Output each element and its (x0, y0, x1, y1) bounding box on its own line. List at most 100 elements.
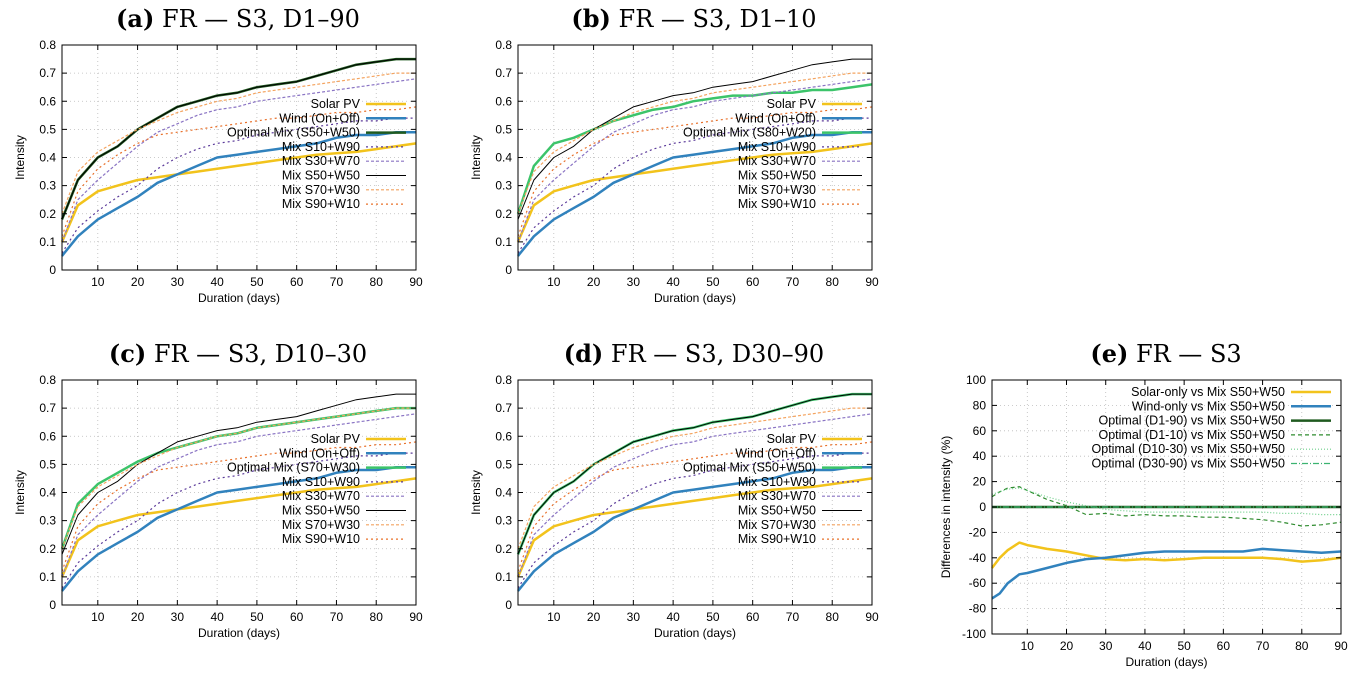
series-line (517, 452, 872, 589)
y-tick-label: 0 (979, 500, 986, 514)
legend-label: Mix S10+W90 (282, 475, 360, 489)
x-axis-label: Duration (days) (654, 291, 736, 305)
panel-title: (d) FR — S3, D30–90 (564, 339, 824, 368)
panel-title: (a) FR — S3, D1–90 (116, 4, 360, 33)
y-tick-label: 0.7 (495, 401, 512, 415)
y-tick-label: 0.5 (39, 457, 56, 471)
y-tick-label: 0.4 (39, 486, 56, 500)
series-line (516, 83, 873, 215)
series-line (991, 487, 1341, 516)
panel-title: (e) FR — S3 (1090, 339, 1241, 368)
legend-label: Optimal Mix (S50+W50) (227, 126, 360, 140)
series-line (60, 477, 417, 578)
x-tick-label: 50 (1177, 639, 1191, 653)
legend-label: Optimal (D1-90) vs Mix S50+W50 (1098, 414, 1285, 428)
series-line (517, 130, 872, 257)
y-tick-label: 0.1 (39, 570, 56, 584)
series-line (61, 130, 416, 257)
x-tick-label: 90 (409, 610, 423, 624)
legend-label: Mix S30+W70 (738, 154, 816, 168)
panel-c: (c) FR — S3, D10–30 10 20 30 40 50 60 70 80 90 0 0.… (13, 339, 423, 640)
x-tick-label: 50 (706, 275, 720, 289)
legend-label: Wind (On+Off) (735, 446, 816, 460)
legend-label: Solar PV (767, 432, 817, 446)
legend-label: Mix S50+W50 (282, 504, 360, 518)
x-tick-label: 20 (131, 275, 145, 289)
x-tick-label: 70 (786, 275, 800, 289)
y-tick-label: 0.1 (39, 235, 56, 249)
panel-label: (e) (1090, 339, 1128, 368)
panel-e: (e) FR — S3 10 20 30 40 50 60 70 80 90 -100 -80 -60 -… (939, 339, 1348, 669)
y-tick-label: 0.8 (495, 38, 512, 52)
y-tick-label: 0.1 (495, 570, 512, 584)
y-tick-label: 0.4 (39, 151, 56, 165)
series-line (517, 441, 873, 572)
y-tick-label: 0.2 (39, 542, 56, 556)
series-line (61, 72, 416, 215)
y-tick-label: 0.5 (39, 122, 56, 136)
series-line (61, 413, 417, 578)
x-axis-label: Duration (days) (198, 626, 280, 640)
y-tick-label: 40 (973, 449, 987, 463)
x-tick-label: 60 (746, 610, 760, 624)
x-axis-label: Duration (days) (654, 626, 736, 640)
panel-label: (d) (564, 339, 604, 368)
y-axis-label: Intensity (13, 470, 27, 515)
x-axis-label: Duration (days) (1125, 655, 1207, 669)
x-tick-label: 50 (706, 610, 720, 624)
legend-label: Wind (On+Off) (735, 111, 816, 125)
series-line (61, 117, 416, 254)
series-line (991, 486, 1342, 527)
x-tick-label: 60 (1217, 639, 1231, 653)
series-line (516, 477, 873, 578)
x-tick-label: 10 (1021, 639, 1035, 653)
legend-label: Mix S90+W10 (738, 197, 816, 211)
x-tick-label: 30 (171, 610, 185, 624)
y-tick-label: 100 (966, 373, 986, 387)
x-tick-label: 30 (1099, 639, 1113, 653)
y-tick-label: 0.3 (495, 179, 512, 193)
legend-label: Solar PV (767, 97, 817, 111)
x-tick-label: 30 (171, 275, 185, 289)
x-tick-label: 70 (330, 610, 344, 624)
y-tick-label: 0.4 (495, 151, 512, 165)
panel-label: (c) (109, 339, 146, 368)
y-tick-label: 0.3 (495, 514, 512, 528)
y-tick-label: 80 (973, 398, 987, 412)
panel-a: (a) FR — S3, D1–90 10 20 30 40 50 60 70 80 90 0 0.1… (13, 4, 423, 305)
panel-title-text: FR — S3 (1128, 340, 1241, 368)
series-line (61, 78, 417, 243)
y-tick-label: 0 (49, 263, 56, 277)
y-tick-label: 0.3 (39, 514, 56, 528)
series-line (61, 393, 416, 555)
x-tick-label: 70 (1256, 639, 1270, 653)
x-tick-label: 30 (627, 275, 641, 289)
legend-label: Optimal Mix (S70+W30) (227, 461, 360, 475)
y-tick-label: -80 (969, 602, 987, 616)
panel-label: (a) (116, 4, 154, 33)
x-tick-label: 20 (587, 610, 601, 624)
x-tick-label: 20 (587, 275, 601, 289)
legend-label: Mix S50+W50 (282, 169, 360, 183)
series-line (517, 465, 872, 592)
panel-label: (b) (571, 4, 611, 33)
legend-label: Optimal (D30-90) vs Mix S50+W50 (1092, 457, 1286, 471)
series-line (991, 547, 1342, 600)
y-tick-label: 0.2 (39, 207, 56, 221)
panel-b: (b) FR — S3, D1–10 10 20 30 40 50 60 70 80 90 0 0.1… (469, 4, 879, 305)
series-line (61, 465, 416, 592)
legend-label: Optimal (D1-10) vs Mix S50+W50 (1098, 428, 1285, 442)
series-line (517, 58, 872, 220)
legend-label: Mix S10+W90 (738, 475, 816, 489)
y-axis-label: Intensity (13, 135, 27, 180)
y-tick-label: 0.5 (495, 457, 512, 471)
x-axis-label: Duration (days) (198, 291, 280, 305)
x-tick-label: 10 (547, 610, 561, 624)
series-line (60, 406, 416, 550)
